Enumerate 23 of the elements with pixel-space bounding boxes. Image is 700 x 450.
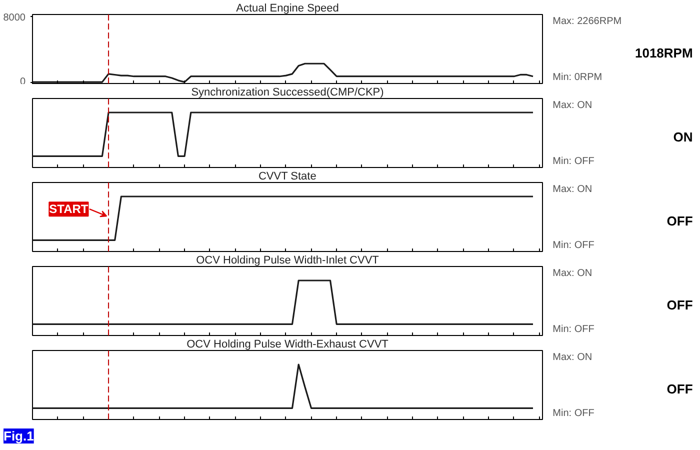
chart-title: OCV Holding Pulse Width-Exhaust CVVT bbox=[186, 338, 389, 350]
chart-title: OCV Holding Pulse Width-Inlet CVVT bbox=[196, 254, 380, 266]
text: Max: ON bbox=[552, 100, 592, 111]
chart-title: Actual Engine Speed bbox=[236, 2, 339, 14]
text: ON bbox=[673, 130, 693, 144]
y-tick-label: 8000 bbox=[3, 12, 26, 24]
annotation: START bbox=[49, 202, 89, 216]
text: Min: OFF bbox=[552, 156, 594, 168]
text: Min: OFF bbox=[552, 240, 594, 252]
text: Max: ON bbox=[552, 352, 592, 363]
text: Min: OFF bbox=[552, 324, 594, 336]
text: OFF bbox=[666, 298, 693, 312]
chart-title: Synchronization Successed(CMP/CKP) bbox=[191, 86, 384, 98]
chart-title: CVVT State bbox=[258, 170, 316, 182]
caption: Fig.1 bbox=[4, 428, 34, 444]
text: Min: 0RPM bbox=[552, 72, 602, 84]
text: Max: 2266RPM bbox=[552, 16, 622, 27]
text: Min: OFF bbox=[552, 408, 594, 420]
text: Max: ON bbox=[552, 268, 592, 279]
text: OFF bbox=[666, 382, 693, 396]
text: 1018RPM bbox=[634, 46, 693, 60]
text: OFF bbox=[666, 214, 693, 228]
text: Max: ON bbox=[552, 184, 592, 195]
